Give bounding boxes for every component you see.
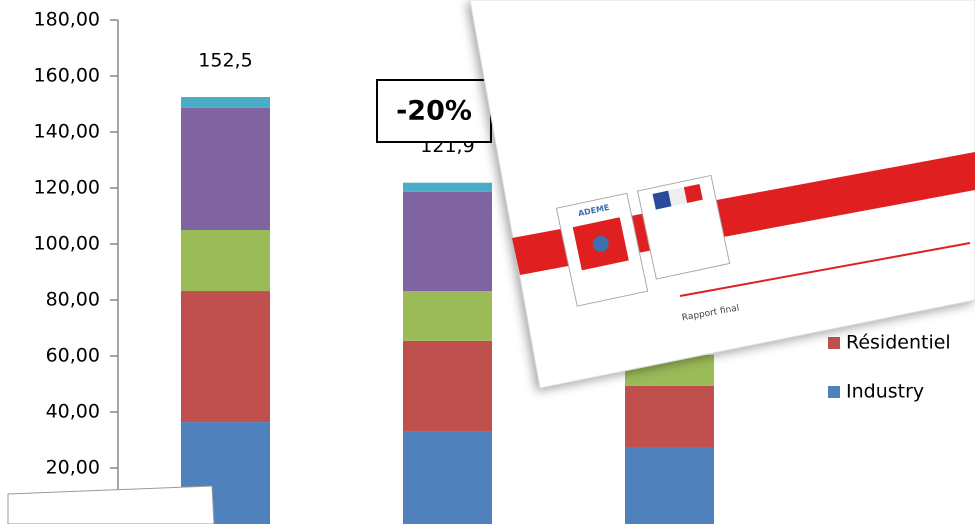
y-tick-label: 80,00 [46, 289, 100, 311]
annotation: -20% [396, 96, 472, 127]
bar-segment [181, 291, 270, 422]
y-tick-label: 40,00 [46, 401, 100, 423]
flag-blue [653, 191, 672, 210]
bar-segment [181, 230, 270, 291]
y-tick-label: 20,00 [46, 457, 100, 479]
y-tick-label: 140,00 [34, 121, 100, 143]
flag-white [668, 187, 687, 206]
bar-segment [625, 386, 714, 447]
y-tick-label: 100,00 [34, 233, 100, 255]
y-tick-label: 180,00 [34, 9, 100, 31]
flag-red [684, 184, 703, 203]
bar-segment [181, 108, 270, 230]
bar-segment [181, 97, 270, 108]
bar-segment [403, 431, 492, 524]
bar-segment [403, 192, 492, 291]
legend-swatch [828, 386, 840, 398]
legend-label: Résidentiel [846, 332, 951, 354]
legend-label: Industry [846, 381, 924, 403]
y-tick-label: 60,00 [46, 345, 100, 367]
bar-segment [403, 341, 492, 431]
bar-segment [403, 291, 492, 341]
y-tick-label: 120,00 [34, 177, 100, 199]
annotation-box: -20% [377, 80, 491, 142]
bar-segment [403, 183, 492, 192]
bar-segment [625, 447, 714, 524]
slide: 20,00 40,00 60,00 80,00 100,00 120,00 140,00 16… [0, 0, 975, 524]
legend-swatch [828, 337, 840, 349]
y-tick-label: 160,00 [34, 65, 100, 87]
total-label: 152,5 [198, 50, 252, 72]
